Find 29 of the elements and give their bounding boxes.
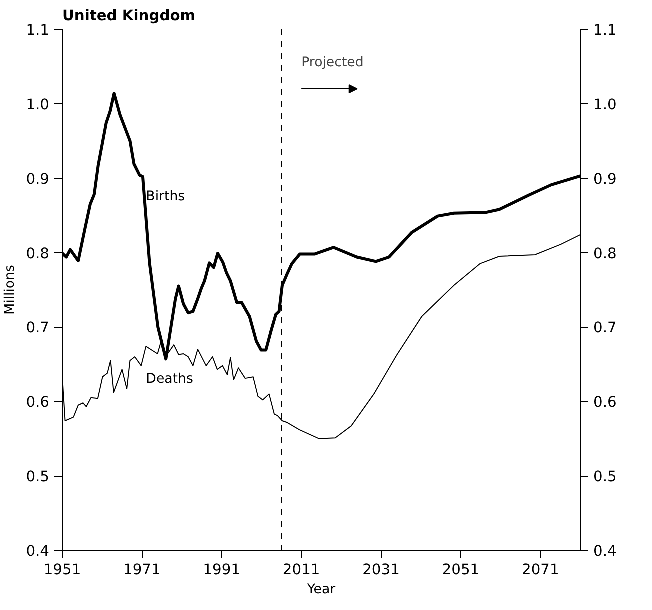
y2-tick-label: 1.0 — [594, 96, 617, 114]
y-tick-label: 0.9 — [26, 170, 50, 188]
y2-tick-label: 0.9 — [594, 170, 617, 188]
y-axis-title: Millions — [3, 265, 18, 315]
y2-tick-label: 0.6 — [594, 394, 617, 412]
x-tick-label: 1951 — [44, 562, 82, 578]
x-axis-title: Year — [306, 582, 336, 598]
y-tick-label: 1.0 — [26, 96, 50, 114]
y2-tick-label: 0.5 — [594, 468, 617, 486]
y-tick-label: 0.7 — [26, 320, 50, 337]
y-tick-label: 0.6 — [26, 394, 50, 412]
y-tick-label: 0.8 — [26, 245, 50, 262]
x-tick-label: 2051 — [442, 562, 480, 578]
x-tick-label: 2011 — [282, 562, 320, 578]
y-tick-label: 0.4 — [26, 543, 50, 560]
y2-tick-label: 0.8 — [594, 245, 617, 262]
series-label: Deaths — [146, 372, 194, 387]
ref-line-label: Projected — [302, 55, 364, 70]
y2-tick-label: 1.1 — [594, 22, 617, 39]
x-tick-label: 2031 — [362, 562, 400, 578]
y-tick-label: 0.5 — [26, 468, 50, 486]
series-label: Births — [146, 189, 186, 204]
y-tick-label: 1.1 — [26, 22, 50, 39]
chart-title: United Kingdom — [62, 8, 196, 24]
x-tick-label: 1971 — [124, 562, 161, 578]
y2-tick-label: 0.7 — [594, 320, 617, 337]
x-tick-label: 1991 — [203, 562, 241, 578]
x-tick-label: 2071 — [522, 562, 560, 578]
y2-tick-label: 0.4 — [594, 543, 617, 560]
